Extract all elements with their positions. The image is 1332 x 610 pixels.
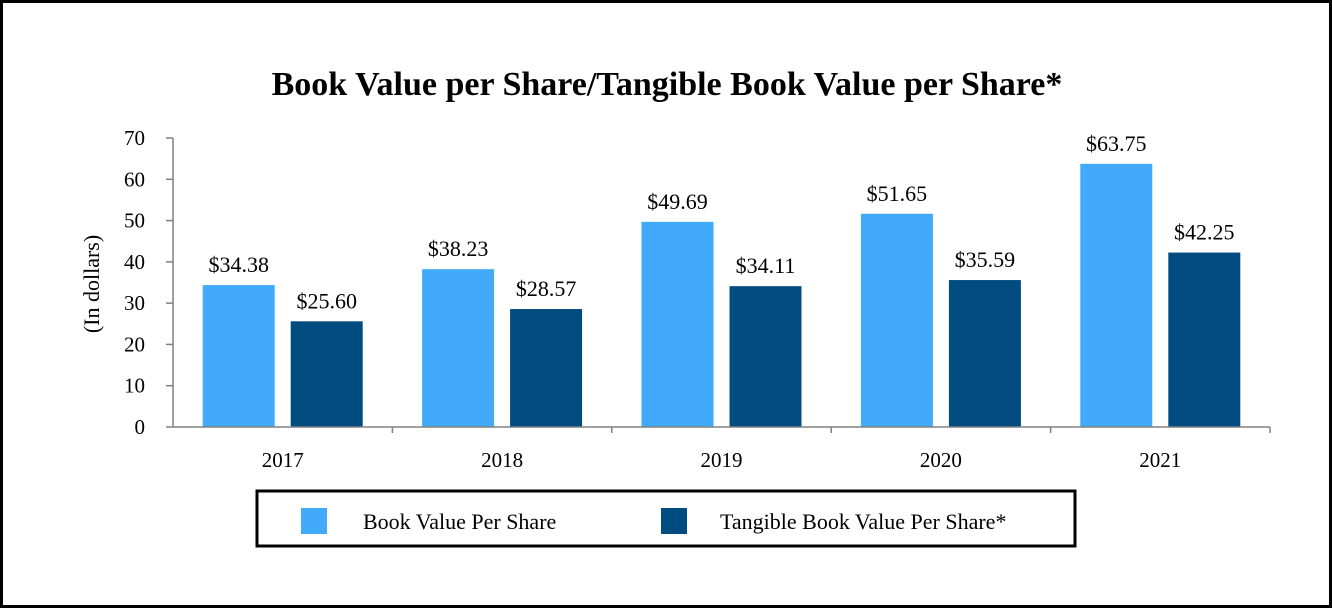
legend-swatch-book-value: [301, 508, 327, 534]
data-label-book-value-2017: $34.38: [208, 252, 269, 277]
bar-tangible-book-value-2018: [510, 309, 583, 427]
x-tick-label-2019: 2019: [701, 448, 743, 472]
legend-label-book-value: Book Value Per Share: [363, 509, 556, 534]
y-axis-title: (In dollars): [79, 235, 104, 333]
x-tick-label-2020: 2020: [920, 448, 962, 472]
bar-book-value-2017: [202, 285, 275, 427]
data-label-tangible-book-value-2019: $34.11: [736, 253, 796, 278]
bar-tangible-book-value-2017: [290, 321, 363, 427]
data-label-tangible-book-value-2018: $28.57: [516, 276, 577, 301]
y-tick-label: 30: [124, 291, 145, 315]
y-tick-label: 0: [135, 415, 146, 439]
legend: Book Value Per Share Tangible Book Value…: [255, 489, 1077, 548]
data-label-tangible-book-value-2017: $25.60: [296, 288, 357, 313]
y-tick-label: 60: [124, 167, 145, 191]
data-label-tangible-book-value-2021: $42.25: [1174, 220, 1235, 245]
bar-book-value-2019: [641, 221, 714, 427]
y-tick-label: 20: [124, 332, 145, 356]
y-axis-ticks: 0 10 20 30 40 50 60 70: [124, 126, 173, 439]
x-tick-label-2018: 2018: [481, 448, 523, 472]
y-tick-label: 10: [124, 374, 145, 398]
legend-label-tangible-book-value: Tangible Book Value Per Share*: [720, 509, 1006, 534]
y-tick-label: 70: [124, 126, 145, 150]
value-labels: $34.38 $25.60 $38.23 $28.57 $49.69 $34.11 $51.…: [208, 131, 1234, 314]
y-tick-label: 50: [124, 209, 145, 233]
data-label-book-value-2019: $49.69: [647, 189, 708, 214]
bar-chart: Book Value per Share/Tangible Book Value…: [79, 66, 1271, 548]
bar-book-value-2018: [422, 269, 495, 427]
bar-book-value-2020: [860, 213, 933, 427]
chart-title: Book Value per Share/Tangible Book Value…: [272, 66, 1063, 103]
data-label-book-value-2020: $51.65: [867, 181, 928, 206]
bar-book-value-2021: [1080, 163, 1153, 427]
data-label-book-value-2021: $63.75: [1086, 131, 1147, 156]
y-tick-label: 40: [124, 250, 145, 274]
x-tick-label-2017: 2017: [262, 448, 304, 472]
legend-swatch-tangible-book-value: [661, 508, 687, 534]
bar-tangible-book-value-2020: [948, 280, 1021, 427]
data-label-tangible-book-value-2020: $35.59: [955, 247, 1016, 272]
bar-tangible-book-value-2021: [1168, 252, 1241, 427]
bars: [202, 163, 1241, 427]
data-label-book-value-2018: $38.23: [428, 236, 489, 261]
x-tick-label-2021: 2021: [1139, 448, 1181, 472]
bar-tangible-book-value-2019: [729, 286, 802, 427]
category-labels: 2017 2018 2019 2020 2021: [262, 427, 1271, 472]
